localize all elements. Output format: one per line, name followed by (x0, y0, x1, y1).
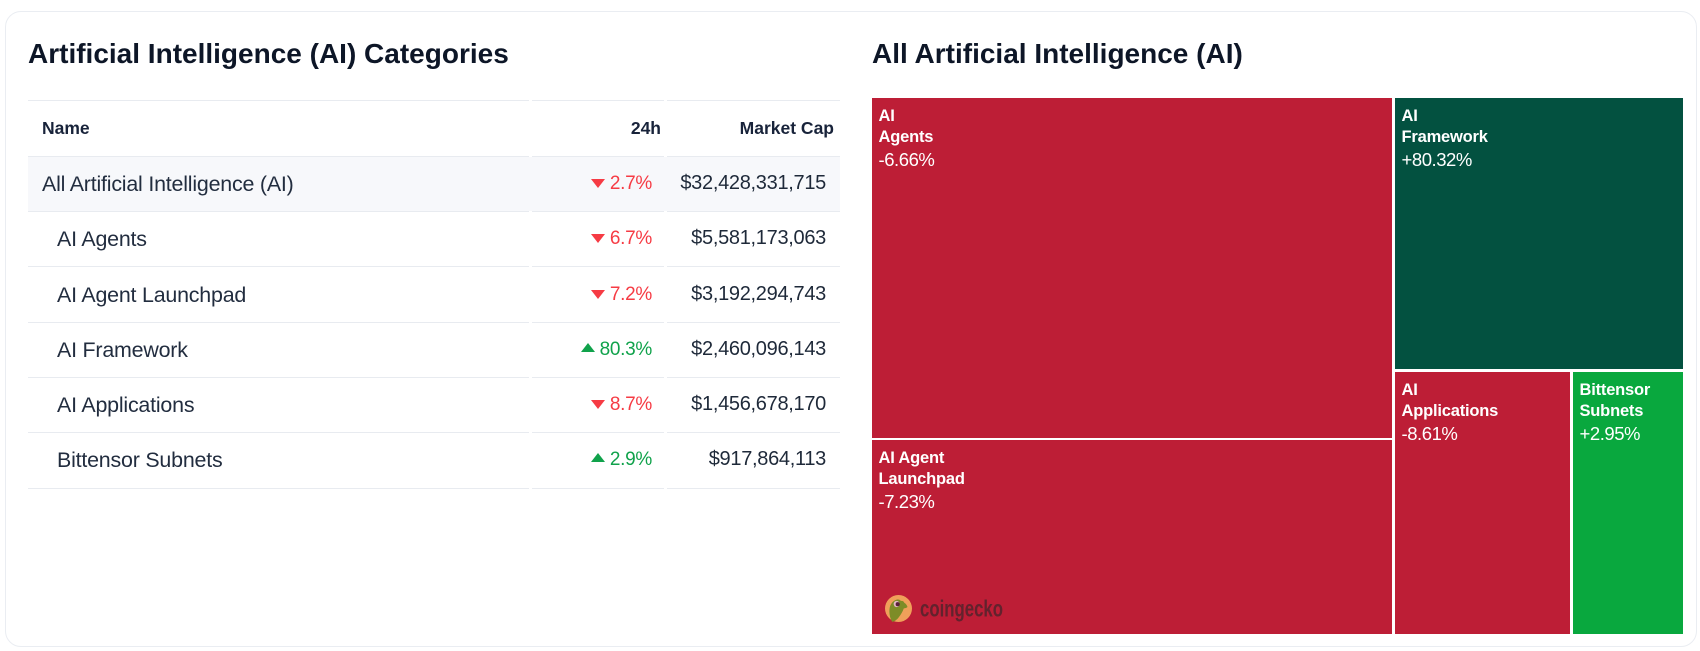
svg-text:coingecko: coingecko (920, 596, 1003, 622)
